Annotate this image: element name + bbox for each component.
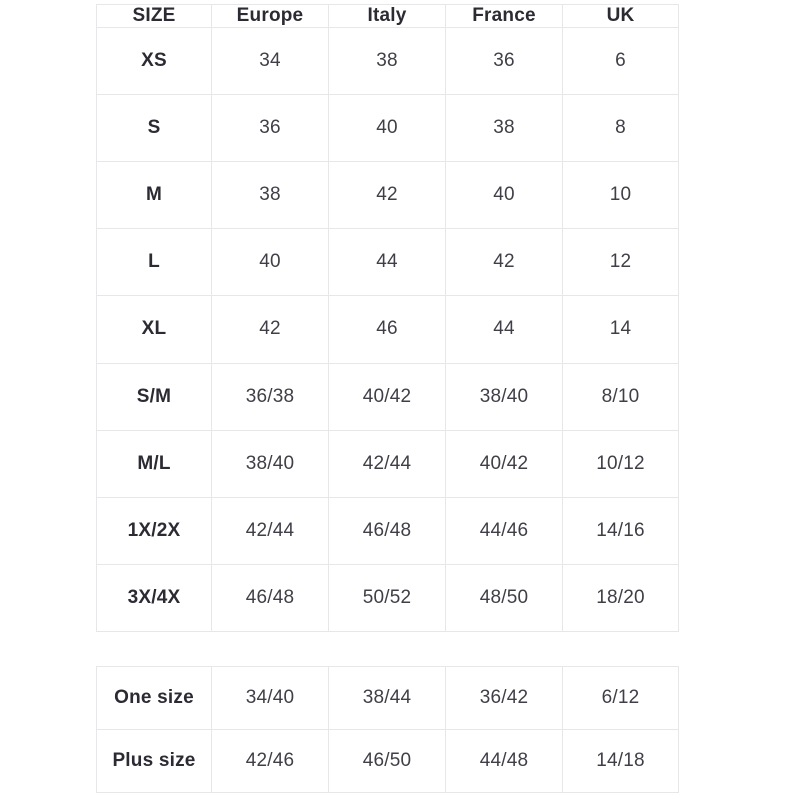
- header-cell-france: France: [445, 4, 563, 28]
- table-row: One size 34/40 38/44 36/42 6/12: [96, 666, 679, 730]
- special-sizes-table-body: One size 34/40 38/44 36/42 6/12 Plus size 42/4…: [96, 666, 679, 793]
- size-value-cell: 36: [211, 94, 329, 163]
- table-row: S 36 40 38 8: [96, 94, 679, 163]
- size-value-cell: 8: [562, 94, 679, 163]
- size-value-cell: 42/44: [211, 496, 329, 565]
- size-label-cell: XS: [96, 26, 212, 96]
- header-cell-size: SIZE: [96, 4, 212, 28]
- table-row: M 38 42 40 10: [96, 161, 679, 230]
- size-value-cell: 46/48: [211, 563, 329, 633]
- size-conversion-table-header: SIZE Europe Italy France UK: [96, 4, 679, 28]
- size-value-cell: 36: [445, 26, 563, 96]
- size-value-cell: 6: [562, 26, 679, 96]
- size-value-cell: 10/12: [562, 429, 679, 498]
- size-value-cell: 18/20: [562, 563, 679, 633]
- size-value-cell: 34/40: [211, 666, 329, 730]
- size-value-cell: 6/12: [562, 666, 679, 730]
- size-value-cell: 40/42: [445, 429, 563, 498]
- size-value-cell: 48/50: [445, 563, 563, 633]
- table-row: 1X/2X 42/44 46/48 44/46 14/16: [96, 496, 679, 565]
- size-value-cell: 38: [328, 26, 446, 96]
- size-conversion-table: SIZE Europe Italy France UK XS 34 38 36 6 S 36 40 38…: [96, 4, 679, 633]
- size-value-cell: 38: [445, 94, 563, 163]
- size-value-cell: 42: [328, 161, 446, 230]
- size-value-cell: 14/18: [562, 729, 679, 793]
- size-value-cell: 44/46: [445, 496, 563, 565]
- header-row: SIZE Europe Italy France UK: [96, 4, 679, 28]
- size-value-cell: 38/40: [445, 362, 563, 431]
- size-value-cell: 10: [562, 161, 679, 230]
- size-value-cell: 50/52: [328, 563, 446, 633]
- size-label-cell: XL: [96, 295, 212, 364]
- table-row: L 40 44 42 12: [96, 228, 679, 297]
- size-value-cell: 44: [328, 228, 446, 297]
- size-label-cell: L: [96, 228, 212, 297]
- table-row: XL 42 46 44 14: [96, 295, 679, 364]
- size-label-cell: S: [96, 94, 212, 163]
- table-row: S/M 36/38 40/42 38/40 8/10: [96, 362, 679, 431]
- header-cell-italy: Italy: [328, 4, 446, 28]
- size-value-cell: 46/48: [328, 496, 446, 565]
- size-value-cell: 42: [211, 295, 329, 364]
- size-value-cell: 40: [445, 161, 563, 230]
- size-label-cell: 3X/4X: [96, 563, 212, 633]
- size-value-cell: 40/42: [328, 362, 446, 431]
- size-label-cell: S/M: [96, 362, 212, 431]
- size-label-cell: One size: [96, 666, 212, 730]
- size-label-cell: 1X/2X: [96, 496, 212, 565]
- size-value-cell: 46/50: [328, 729, 446, 793]
- size-label-cell: M/L: [96, 429, 212, 498]
- size-value-cell: 42/44: [328, 429, 446, 498]
- size-value-cell: 8/10: [562, 362, 679, 431]
- special-sizes-table: One size 34/40 38/44 36/42 6/12 Plus size 42/4…: [96, 666, 679, 793]
- size-value-cell: 46: [328, 295, 446, 364]
- table-row: Plus size 42/46 46/50 44/48 14/18: [96, 729, 679, 793]
- size-value-cell: 44: [445, 295, 563, 364]
- size-value-cell: 14/16: [562, 496, 679, 565]
- size-value-cell: 36/42: [445, 666, 563, 730]
- size-value-cell: 12: [562, 228, 679, 297]
- size-value-cell: 38: [211, 161, 329, 230]
- size-value-cell: 42: [445, 228, 563, 297]
- size-value-cell: 42/46: [211, 729, 329, 793]
- size-conversion-table-body: XS 34 38 36 6 S 36 40 38 8 M 38 42 40 10 L 40 44 42 12 XL 42 4…: [96, 26, 679, 633]
- size-label-cell: Plus size: [96, 729, 212, 793]
- table-row: XS 34 38 36 6: [96, 26, 679, 96]
- size-value-cell: 40: [328, 94, 446, 163]
- header-cell-europe: Europe: [211, 4, 329, 28]
- size-value-cell: 14: [562, 295, 679, 364]
- size-value-cell: 36/38: [211, 362, 329, 431]
- size-value-cell: 38/44: [328, 666, 446, 730]
- size-value-cell: 44/48: [445, 729, 563, 793]
- size-value-cell: 38/40: [211, 429, 329, 498]
- header-cell-uk: UK: [562, 4, 679, 28]
- size-value-cell: 40: [211, 228, 329, 297]
- table-row: 3X/4X 46/48 50/52 48/50 18/20: [96, 563, 679, 633]
- size-label-cell: M: [96, 161, 212, 230]
- size-value-cell: 34: [211, 26, 329, 96]
- table-row: M/L 38/40 42/44 40/42 10/12: [96, 429, 679, 498]
